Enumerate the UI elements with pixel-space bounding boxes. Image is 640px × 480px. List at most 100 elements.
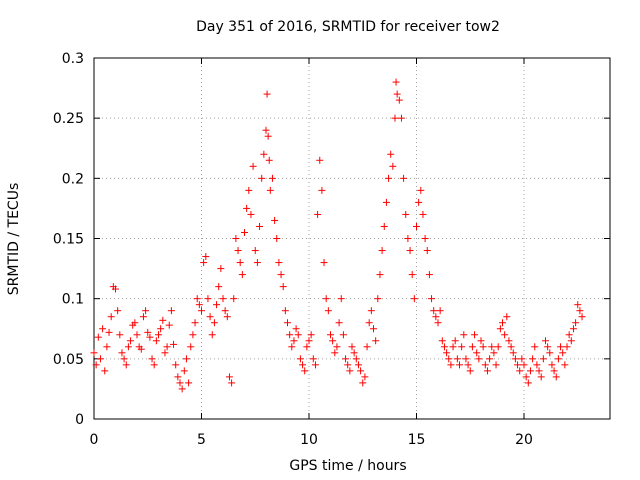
data-point [286, 331, 294, 339]
data-point [163, 343, 171, 351]
data-point [352, 355, 360, 363]
data-point [406, 247, 414, 255]
data-point [161, 349, 169, 357]
data-point [490, 349, 498, 357]
data-point [243, 204, 251, 212]
data-point [180, 367, 188, 375]
data-point [537, 373, 545, 381]
data-point [449, 343, 457, 351]
data-point [107, 313, 115, 321]
data-point [263, 90, 271, 98]
data-point [430, 307, 438, 315]
data-point [456, 361, 463, 369]
data-point [572, 319, 580, 327]
data-point [576, 307, 584, 315]
data-point [462, 355, 470, 363]
data-point [122, 361, 130, 369]
data-point [389, 162, 397, 170]
data-point [99, 325, 107, 333]
data-point [458, 343, 466, 351]
data-point [539, 355, 547, 363]
data-point [90, 349, 98, 357]
data-point [475, 355, 483, 363]
y-tick-label: 0.2 [62, 171, 84, 187]
data-point [451, 337, 459, 345]
data-point [516, 367, 524, 375]
data-point [324, 307, 332, 315]
data-point [307, 331, 315, 339]
data-point [206, 313, 214, 321]
data-point [265, 156, 273, 164]
data-point [221, 307, 229, 315]
y-tick-label: 0.1 [62, 292, 84, 308]
data-point [419, 210, 427, 218]
data-point [165, 321, 173, 329]
data-point [159, 316, 167, 324]
data-point [559, 349, 567, 357]
data-point [552, 373, 560, 381]
data-point [359, 379, 367, 387]
data-point [391, 114, 399, 122]
data-point [232, 235, 240, 242]
data-point [496, 325, 504, 333]
data-point [193, 295, 201, 303]
data-point [290, 337, 298, 345]
data-point [329, 337, 337, 345]
data-point [423, 247, 431, 255]
data-point [279, 283, 287, 291]
data-point [380, 222, 388, 230]
data-point [316, 156, 324, 164]
data-point [230, 295, 238, 303]
data-point [124, 343, 132, 351]
data-point [520, 361, 528, 369]
data-point [565, 331, 573, 339]
data-point [155, 331, 162, 339]
data-point [503, 313, 511, 321]
data-point [101, 367, 109, 375]
data-point [410, 295, 418, 303]
data-point [374, 295, 382, 303]
data-point [137, 345, 145, 353]
data-point [320, 259, 328, 267]
data-point [251, 247, 259, 255]
data-point [372, 337, 380, 345]
data-point [522, 373, 530, 381]
data-point [142, 307, 150, 315]
data-point [563, 343, 571, 351]
data-points [90, 78, 586, 393]
data-point [228, 379, 236, 387]
data-point [256, 222, 264, 230]
data-point [466, 367, 474, 375]
data-point [266, 186, 274, 194]
data-point [301, 367, 309, 375]
data-point [245, 186, 253, 194]
data-point [486, 355, 494, 363]
data-point [105, 328, 113, 336]
data-point [277, 271, 285, 279]
data-point [350, 349, 358, 357]
data-point [170, 340, 178, 348]
data-point [535, 367, 543, 375]
data-point [479, 343, 487, 351]
data-point [569, 325, 577, 333]
data-point [167, 307, 175, 315]
data-point [354, 361, 362, 369]
data-point [311, 361, 319, 369]
data-point [260, 150, 268, 158]
data-point [378, 247, 386, 255]
data-point [509, 349, 517, 357]
data-point [511, 355, 519, 363]
data-point [305, 337, 313, 345]
data-point [554, 355, 562, 363]
data-point [494, 343, 502, 351]
data-point [271, 216, 279, 224]
x-axis-label: GPS time / hours [289, 458, 406, 474]
y-tick-label: 0.25 [53, 111, 84, 127]
data-point [217, 265, 225, 273]
y-tick-label: 0.05 [53, 352, 84, 368]
data-point [413, 222, 420, 230]
data-point [505, 337, 513, 345]
data-point [488, 343, 496, 351]
data-point [318, 186, 326, 194]
data-point [247, 210, 255, 218]
